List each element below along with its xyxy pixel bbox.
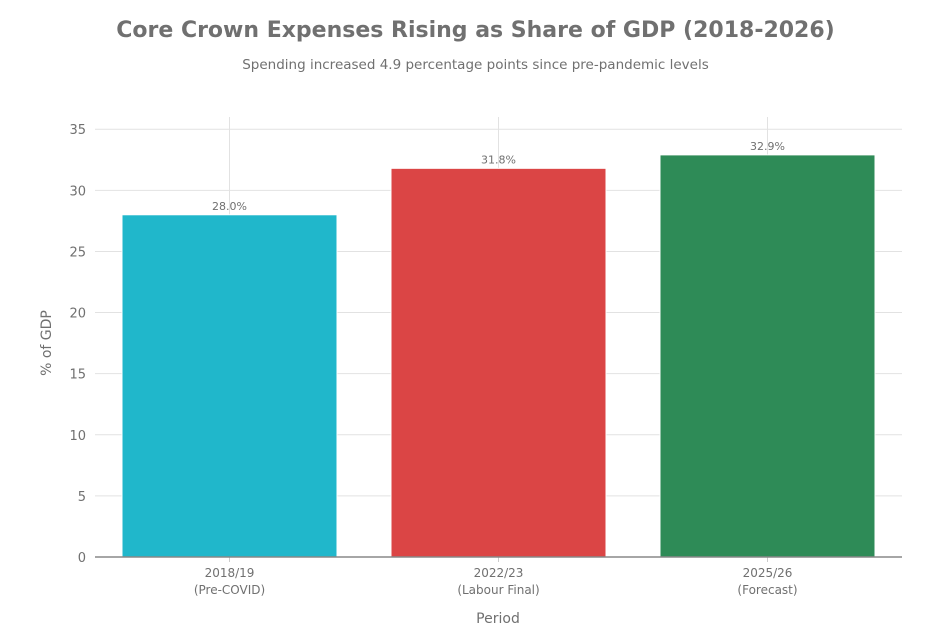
y-tick-label: 5 [78,490,86,505]
chart-title: Core Crown Expenses Rising as Share of G… [116,18,835,43]
x-tick-label: 2025/26 [743,566,793,580]
y-tick-label: 10 [69,429,86,444]
chart-subtitle: Spending increased 4.9 percentage points… [242,57,709,73]
y-axis-label: % of GDP [39,310,55,376]
x-axis-label: Period [476,611,520,627]
x-tick-label-sub: (Pre-COVID) [194,583,265,597]
data-label: 28.0% [212,200,247,213]
x-tick-label-sub: (Forecast) [737,583,797,597]
data-label: 32.9% [750,140,785,153]
bar [659,154,876,558]
y-tick-label: 30 [69,184,86,199]
y-tick-label: 20 [69,307,86,322]
x-tick-label: 2018/19 [205,566,255,580]
y-tick-label: 25 [69,245,86,260]
y-tick-label: 0 [78,551,86,566]
x-tick-label-sub: (Labour Final) [457,583,539,597]
y-tick-label: 35 [69,123,86,138]
bar [121,214,338,558]
bar [390,167,607,558]
data-label: 31.8% [481,153,516,166]
x-tick-label: 2022/23 [474,566,524,580]
y-tick-label: 15 [69,368,86,383]
